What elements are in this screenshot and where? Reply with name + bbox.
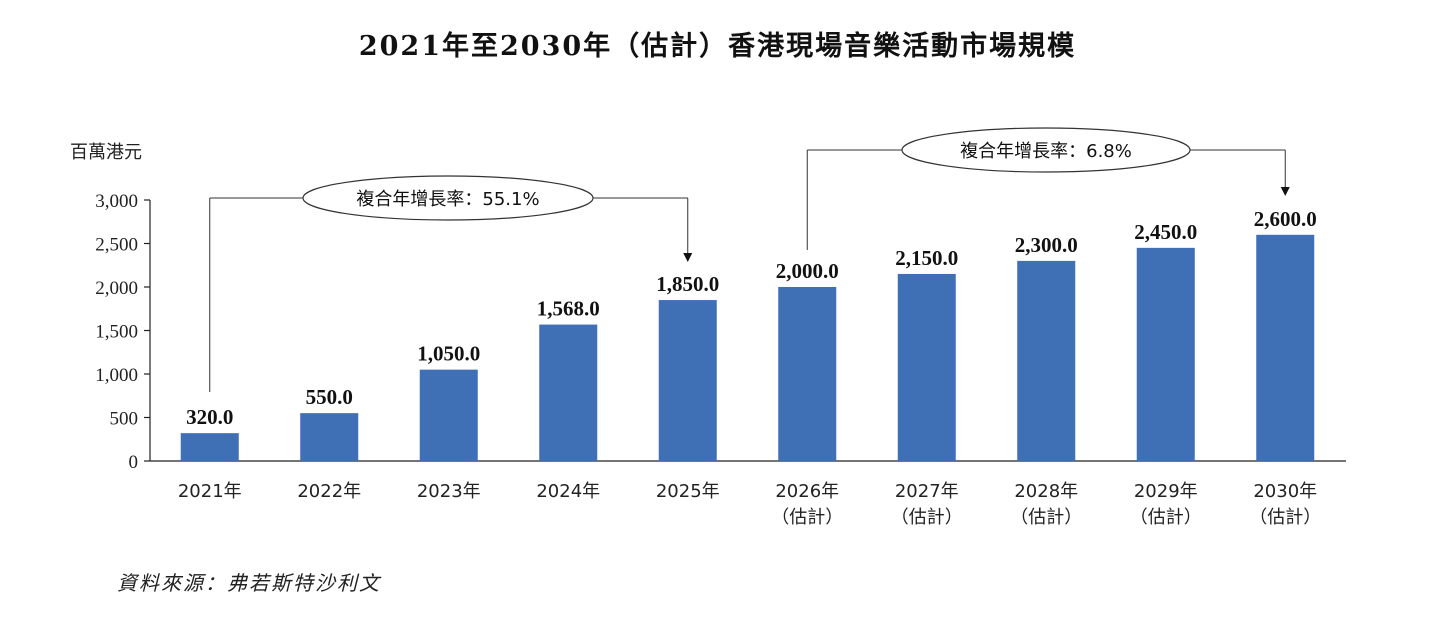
data-label: 320.0 (186, 405, 233, 429)
data-label: 2,300.0 (1015, 233, 1078, 257)
bar-3 (539, 324, 598, 461)
cagr-arrow-icon-0 (683, 253, 693, 262)
cagr-ellipse-1 (901, 127, 1191, 173)
data-label: 2,600.0 (1254, 207, 1317, 231)
data-label: 550.0 (306, 385, 353, 409)
x-tick-label: 2028年 (1014, 481, 1078, 502)
bar-2 (419, 369, 478, 461)
data-label: 2,450.0 (1134, 220, 1197, 244)
bar-9 (1256, 234, 1315, 461)
chart-title: 2021年至2030年（估計）香港現場音樂活動市場規模 (358, 31, 1077, 62)
data-label: 2,000.0 (776, 259, 839, 283)
x-tick-label: 2029年 (1134, 481, 1198, 502)
y-tick-label: 2,000 (95, 278, 138, 299)
source-note: 資料來源：弗若斯特沙利文 (117, 571, 382, 595)
data-label: 1,850.0 (656, 272, 719, 296)
cagr-label-0: 複合年增長率：55.1% (356, 189, 539, 210)
x-tick-label: 2030年 (1253, 481, 1317, 502)
y-tick-label: 3,000 (95, 191, 138, 212)
x-tick-label: 2023年 (417, 481, 481, 502)
y-tick-label: 2,500 (95, 235, 138, 256)
bar-6 (897, 273, 956, 461)
data-label: 1,568.0 (537, 297, 600, 321)
bar-4 (658, 300, 717, 461)
data-label: 1,050.0 (417, 342, 480, 366)
y-axis-unit-label: 百萬港元 (70, 142, 142, 163)
y-tick-label: 1,000 (95, 365, 138, 386)
bar-7 (1017, 260, 1076, 461)
bar-8 (1136, 247, 1195, 461)
y-tick-label: 0 (129, 452, 139, 473)
cagr-label-1: 複合年增長率：6.8% (960, 141, 1132, 162)
x-tick-label: 2021年 (178, 481, 242, 502)
bar-1 (300, 413, 359, 461)
x-tick-sublabel: （估計） (1130, 507, 1202, 528)
x-tick-label: 2027年 (895, 481, 959, 502)
x-tick-label: 2022年 (297, 481, 361, 502)
cagr-arrow-icon-1 (1280, 187, 1290, 196)
x-tick-sublabel: （估計） (771, 507, 843, 528)
cagr-ellipse-0 (302, 175, 594, 221)
x-tick-label: 2024年 (536, 481, 600, 502)
y-tick-label: 1,500 (95, 322, 138, 343)
bar-0 (180, 433, 239, 461)
x-tick-sublabel: （估計） (1010, 507, 1082, 528)
x-tick-label: 2026年 (775, 481, 839, 502)
bar-5 (778, 287, 837, 461)
x-tick-sublabel: （估計） (1249, 507, 1321, 528)
x-tick-sublabel: （估計） (891, 507, 963, 528)
y-tick-label: 500 (110, 409, 139, 430)
data-label: 2,150.0 (895, 246, 958, 270)
x-tick-label: 2025年 (656, 481, 720, 502)
